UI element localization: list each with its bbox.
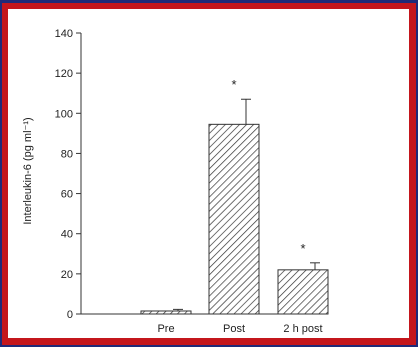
bar-pre [140, 310, 192, 315]
x-tick-label: Pre [157, 323, 174, 335]
bar-2-h-post [277, 269, 329, 315]
y-tick-label: 0 [67, 309, 73, 321]
y-tick-label: 40 [61, 229, 73, 241]
y-tick-label: 120 [55, 68, 73, 80]
bars-group: ** [140, 77, 329, 315]
y-tick-label: 60 [61, 189, 73, 201]
y-axis-label: Interleukin-6 (pg ml⁻¹) [22, 117, 34, 224]
chart-panel: 0 20 40 60 80 100 120 140 Pre Post 2 h post * * Int… [8, 9, 409, 338]
y-tick-label: 80 [61, 148, 73, 160]
y-tick-label: 140 [55, 28, 73, 40]
bar-post [208, 123, 260, 315]
x-tick-label: Post [223, 323, 245, 335]
significance-marker: * [231, 77, 236, 92]
axes: 0 20 40 60 80 100 120 140 Pre Post 2 h post [55, 28, 326, 335]
x-tick-label: 2 h post [283, 323, 322, 335]
significance-marker: * [300, 241, 305, 256]
y-tick-label: 20 [61, 269, 73, 281]
y-tick-label: 100 [55, 108, 73, 120]
